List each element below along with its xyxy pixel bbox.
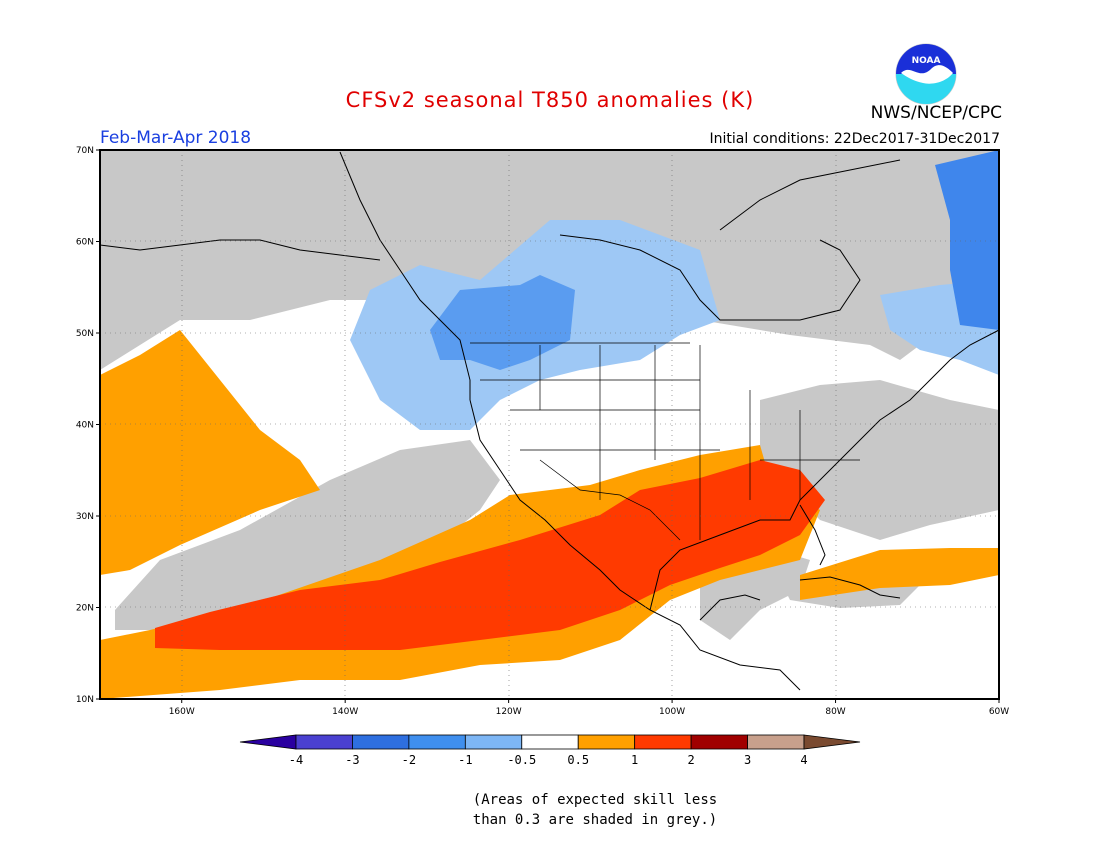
noaa-logo: NOAA: [895, 43, 957, 105]
lon-label: 160W: [169, 707, 195, 717]
colorbar-tick-label: -2: [402, 753, 416, 767]
map-title: CFSv2 seasonal T850 anomalies (K): [345, 88, 755, 112]
colorbar-arrow-low: [239, 734, 297, 750]
colorbar-tick-label: 3: [744, 753, 751, 767]
blue-dark-northeast: [935, 150, 999, 330]
colorbar-arrow-high: [803, 734, 861, 750]
lon-label: 80W: [825, 707, 845, 717]
colorbar-tick-label: 0.5: [567, 753, 589, 767]
skill-note-line1: (Areas of expected skill less: [472, 792, 718, 808]
colorbar-box: [634, 734, 692, 750]
lon-label: 100W: [659, 707, 685, 717]
skill-note-line2: than 0.3 are shaded in grey.): [472, 812, 718, 828]
lat-label: 60N: [76, 238, 94, 248]
colorbar-tick-label: -4: [289, 753, 303, 767]
colorbar-box: [352, 734, 410, 750]
red-band: [155, 460, 825, 650]
orange-atlantic: [800, 548, 999, 600]
lat-label: 30N: [76, 512, 94, 522]
colorbar-box: [295, 734, 353, 750]
noaa-logo-text: NOAA: [912, 56, 941, 66]
organization-label: NWS/NCEP/CPC: [870, 103, 1002, 123]
colorbar: -4 -3 -2 -1 -0.5 0.5 1 2 3 4: [239, 734, 861, 767]
political-borders: [470, 342, 860, 541]
lat-label: 40N: [76, 421, 94, 431]
colorbar-box: [521, 734, 579, 750]
lat-label: 50N: [76, 329, 94, 339]
grey-pacific: [115, 440, 500, 630]
colorbar-box: [408, 734, 466, 750]
colorbar-box: [464, 734, 523, 750]
map-field: [100, 150, 999, 699]
colorbar-tick-label: -1: [458, 753, 472, 767]
longitude-ticks: 160W 140W 120W 100W 80W 60W: [169, 699, 1009, 717]
colorbar-tick-label: 1: [631, 753, 638, 767]
orange-pacific-west: [100, 330, 320, 575]
colorbar-box: [690, 734, 748, 750]
lon-label: 120W: [496, 707, 522, 717]
colorbar-box: [747, 734, 805, 750]
coastlines: [100, 151, 999, 691]
lat-label: 10N: [76, 695, 94, 705]
colorbar-tick-label: 2: [687, 753, 694, 767]
latitude-ticks: 70N 60N 50N 40N 30N 20N 10N: [76, 146, 100, 705]
colorbar-tick-label: -3: [345, 753, 359, 767]
initial-conditions: Initial conditions: 22Dec2017-31Dec2017: [709, 131, 1001, 147]
lon-label: 140W: [332, 707, 358, 717]
blue-mid-region: [430, 275, 575, 370]
forecast-period: Feb-Mar-Apr 2018: [100, 128, 252, 148]
lon-label: 60W: [989, 707, 1009, 717]
colorbar-tick-label: -0.5: [507, 753, 536, 767]
colorbar-box: [577, 734, 636, 750]
colorbar-tick-label: 4: [800, 753, 807, 767]
lat-label: 20N: [76, 604, 94, 614]
lat-label: 70N: [76, 146, 94, 156]
